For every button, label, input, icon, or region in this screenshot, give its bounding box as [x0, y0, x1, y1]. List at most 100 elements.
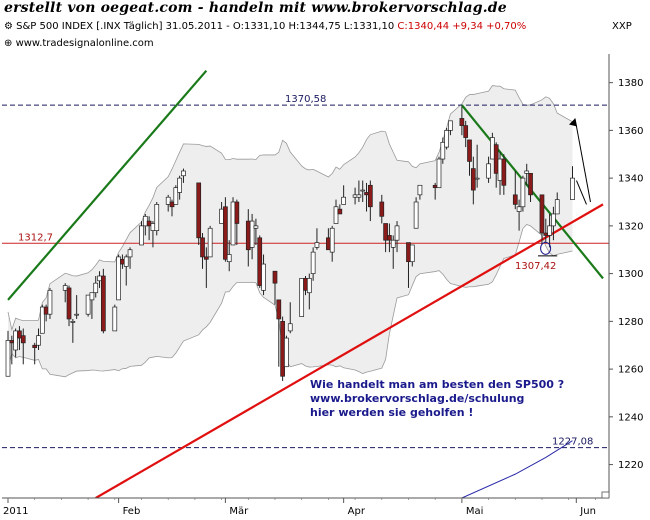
crosshair-icon[interactable]: ⊕	[4, 38, 13, 49]
candle-body	[413, 201, 419, 229]
candle-body	[89, 292, 95, 301]
candle-body	[93, 282, 99, 294]
candle-body	[440, 141, 446, 160]
candle-body	[444, 130, 449, 148]
candle-body	[123, 256, 129, 267]
candle-body	[367, 184, 373, 208]
candle-body	[570, 177, 575, 200]
candle-body	[234, 201, 240, 224]
candle-body	[326, 237, 331, 251]
candle-body	[17, 330, 22, 339]
axis-code: XXP	[612, 21, 632, 32]
candle-body	[547, 225, 552, 236]
candle-body	[432, 184, 438, 189]
low-marker-circle	[540, 241, 552, 255]
x-tick-label: Feb	[123, 506, 141, 517]
instrument-header: ⚙ S&P 500 INDEX [.INX Täglich] 31.05.201…	[4, 21, 526, 32]
candle-body	[333, 206, 339, 224]
candle-body	[200, 237, 205, 258]
note-line-2: www.brokervorschlag.de/schulung	[310, 392, 525, 405]
candle-body	[207, 227, 213, 258]
volatility-band	[8, 85, 573, 377]
candle-body	[36, 335, 41, 346]
candle-body	[66, 287, 72, 320]
candle-body	[524, 170, 530, 174]
candle-body	[74, 313, 80, 316]
candle-body	[223, 206, 228, 260]
x-tick-label: Mär	[229, 506, 249, 517]
candle-body	[497, 158, 503, 181]
candle-body	[177, 177, 182, 193]
candle-body	[474, 177, 480, 180]
candle-body	[139, 225, 144, 246]
note-line-1: Wie handelt man am besten den SP500 ?	[310, 378, 565, 391]
candle-body	[146, 220, 152, 227]
candle-body	[97, 275, 102, 282]
candle-body	[352, 194, 358, 198]
candle-body	[196, 182, 202, 239]
candle-body	[280, 321, 285, 377]
candle-body	[314, 242, 320, 248]
candle-body	[116, 256, 121, 301]
candle-body	[245, 220, 251, 251]
y-tick-label: 1260	[618, 365, 643, 376]
candle-body	[261, 263, 266, 291]
candle-body	[276, 299, 282, 320]
candle-body	[226, 254, 232, 263]
header-title: S&P 500 INDEX [.INX Täglich] 31.05.2011 …	[16, 21, 395, 32]
candle-body	[299, 278, 305, 317]
candle-body	[101, 275, 106, 332]
header-change: C:1340,44 +9,34 +0,70%	[397, 21, 527, 32]
candle-body	[32, 344, 38, 348]
chart-banner: erstellt von oegeat.com - handeln mit ww…	[4, 0, 507, 16]
settings-icon[interactable]: ⚙	[4, 21, 13, 32]
candle-body	[516, 206, 522, 212]
candle-body	[406, 242, 411, 263]
candle-body	[303, 278, 308, 291]
channel-trend-line	[7, 69, 208, 301]
candle-body	[554, 199, 560, 215]
y-tick-label: 1240	[618, 412, 643, 423]
candle-body	[154, 204, 160, 231]
source-text: www.tradesignalonline.com	[15, 38, 154, 49]
candle-body	[364, 192, 369, 196]
band-upper-edge	[7, 85, 573, 332]
support-trend-line	[95, 203, 604, 498]
candle-body	[387, 235, 392, 241]
candle-body	[356, 194, 362, 198]
candle-body	[467, 139, 472, 162]
promo-note: Wie handelt man am besten den SP500 ? ww…	[310, 378, 564, 420]
candle-body	[520, 177, 526, 208]
candle-body	[13, 330, 18, 351]
candle-body	[43, 306, 49, 315]
candle-body	[181, 170, 186, 177]
y-tick-label: 1360	[618, 126, 643, 137]
arrow-head	[569, 118, 577, 127]
candle-body	[169, 201, 175, 208]
candle-body	[85, 294, 91, 315]
candle-body	[219, 208, 224, 224]
candle-body	[486, 163, 491, 179]
candle-body	[203, 256, 209, 260]
y-tick-label: 1220	[618, 460, 643, 471]
candle-body	[409, 244, 415, 263]
candle-body	[501, 158, 507, 186]
candle-body	[436, 158, 442, 189]
arrow-down-segment	[576, 180, 587, 205]
level-label-1370: 1370,58	[285, 94, 326, 105]
candle-body	[551, 213, 556, 227]
candle-body	[493, 144, 499, 174]
x-tick-label: 2011	[3, 506, 28, 517]
candle-body	[47, 289, 53, 315]
candle-body	[459, 118, 465, 126]
candle-body	[150, 223, 156, 231]
level-label-1307: 1307,42	[515, 261, 556, 272]
note-line-3: hier werden sie geholfen !	[310, 406, 474, 419]
arrow-up-segment	[574, 118, 591, 203]
scroll-corner	[601, 491, 610, 499]
candle-body	[39, 306, 45, 334]
candle-body	[120, 258, 125, 265]
candle-body	[306, 278, 312, 294]
candle-body	[310, 251, 316, 274]
candle-body	[249, 220, 255, 248]
